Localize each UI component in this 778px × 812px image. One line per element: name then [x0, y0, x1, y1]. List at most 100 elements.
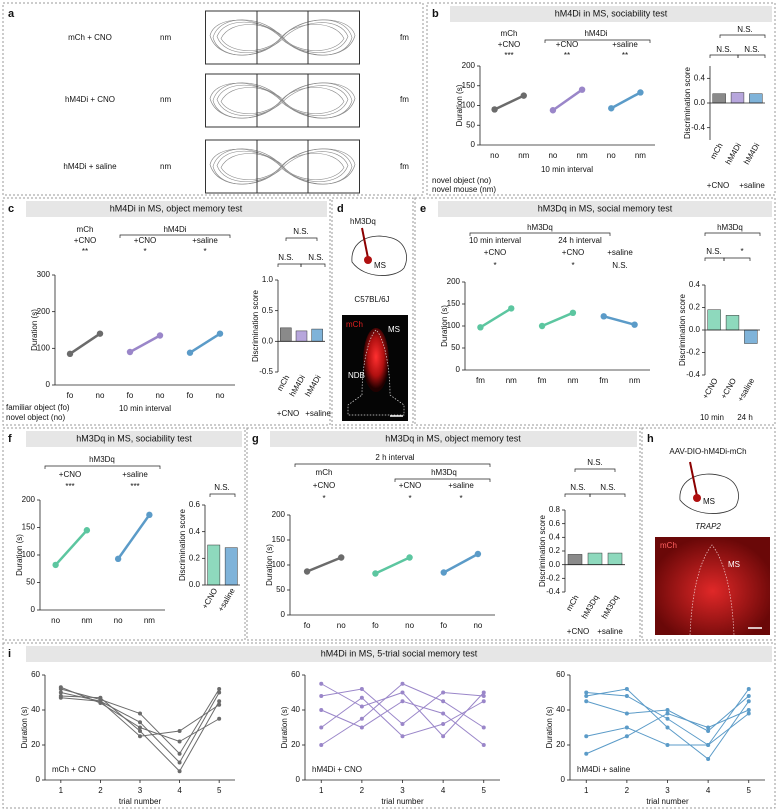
annotation: *** [130, 482, 139, 491]
x-tick-label: no [156, 391, 165, 400]
brain-outline [351, 235, 407, 276]
x-tick-label: no [405, 621, 414, 630]
bracket [300, 263, 326, 267]
bar [280, 327, 292, 342]
y-tick-label: 300 [37, 270, 51, 279]
y-tick-label: 0.4 [189, 527, 201, 536]
bracket [119, 234, 231, 238]
x-tick-label: nm [81, 616, 92, 625]
panel-letter: g [252, 433, 259, 445]
y-tick-label: 40 [31, 705, 40, 714]
channel: mCh [346, 320, 363, 329]
x-tick-label: fo [304, 621, 311, 630]
panel-a: mCh + CNO nm fm hM4Di + CNO nm fm hM4Di … [63, 9, 409, 195]
panel-letter: b [432, 8, 439, 20]
annotation: +CNO [399, 481, 421, 490]
mean-point [303, 568, 311, 575]
y-tick-label: 0 [31, 605, 36, 614]
annotation: +CNO [484, 248, 506, 257]
x-tick-label: hM3Dq [580, 594, 601, 621]
trial-point [177, 769, 182, 774]
mean-point [631, 321, 638, 328]
annotation: 24 h [737, 413, 753, 422]
annotation: +saline [607, 248, 633, 257]
y-tick-label: 150 [462, 81, 476, 90]
mean-point [186, 349, 194, 356]
x-tick-label: fm [599, 376, 608, 385]
trial-point [706, 725, 711, 730]
annotation: mCh [316, 468, 333, 477]
trial-point [746, 708, 751, 712]
mean-point [600, 313, 607, 320]
bracket [709, 54, 739, 58]
trial-point [319, 743, 324, 747]
y-tick-label: 20 [31, 740, 40, 749]
trial-point [359, 716, 364, 721]
y-tick-label: 50 [276, 585, 285, 594]
construct: AAV-DIO-hM4Di-mCh [669, 447, 746, 456]
y-axis-label: Discrimination score [251, 289, 260, 362]
side-label: nm [160, 33, 171, 42]
annotation: +CNO [707, 181, 729, 190]
annotation: +CNO [562, 248, 584, 257]
x-tick-label: nm [144, 616, 155, 625]
annotation: hM3Dq [527, 223, 553, 232]
annotation: mCh + CNO [52, 765, 96, 774]
mean-point [66, 350, 74, 358]
mean-line [494, 94, 525, 111]
x-tick-label: 5 [747, 786, 752, 795]
y-tick-label: 0.6 [189, 500, 201, 509]
trial-point [217, 687, 222, 691]
trial-point [665, 725, 670, 730]
trial-point [746, 687, 751, 691]
y-tick-label: 200 [272, 510, 286, 519]
y-tick-label: 20 [291, 740, 300, 749]
bracket [704, 257, 725, 261]
x-tick-label: 4 [706, 786, 711, 795]
y-tick-label: 0.4 [549, 532, 561, 541]
bracket [719, 34, 766, 38]
y-tick-label: 0.0 [549, 560, 561, 569]
trial-point [624, 725, 629, 730]
trial-point [746, 694, 751, 698]
mean-point [156, 332, 164, 339]
y-tick-label: 150 [272, 535, 286, 544]
y-tick-label: 0.4 [694, 73, 706, 82]
annotation: hM4Di + CNO [312, 765, 362, 774]
x-tick-label: no [490, 151, 499, 160]
side-label: fm [400, 95, 409, 104]
mean-line [129, 334, 161, 354]
annotation: +CNO [59, 470, 81, 479]
trial-point [481, 699, 486, 704]
panel-letter: a [8, 8, 15, 20]
annotation: N.S. [214, 483, 230, 492]
trial-point [624, 687, 629, 691]
region: MS [374, 261, 386, 270]
region: MS [703, 497, 715, 506]
micrograph [655, 537, 770, 635]
panel-title: hM3Dq in MS, object memory test [385, 433, 521, 443]
mean-point [549, 107, 557, 114]
annotation: N.S. [737, 25, 753, 34]
y-tick-label: 0 [296, 775, 301, 784]
y-tick-label: 200 [447, 277, 461, 286]
x-tick-label: no [114, 616, 123, 625]
bracket [285, 237, 318, 241]
region-outline [347, 329, 405, 416]
bar [207, 544, 221, 586]
trial-point [177, 760, 182, 765]
injection [689, 461, 698, 497]
y-tick-label: 0.8 [549, 505, 561, 514]
annotation: +saline [612, 40, 638, 49]
trial-point [217, 690, 222, 695]
y-axis-label: Duration (s) [30, 309, 39, 351]
mean-point [52, 561, 59, 569]
x-tick-label: fo [127, 391, 134, 400]
y-tick-label: 0.0 [694, 98, 706, 107]
trial-point [624, 734, 629, 739]
y-axis-label: Discrimination score [178, 508, 187, 581]
trial-line [320, 697, 484, 737]
x-tick-label: no [548, 151, 557, 160]
mean-point [474, 550, 482, 558]
